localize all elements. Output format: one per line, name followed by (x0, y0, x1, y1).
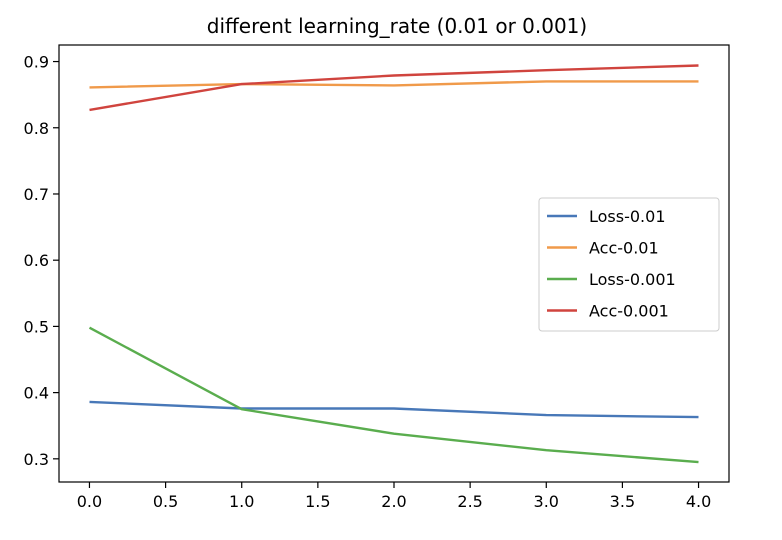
legend-label-loss-0-01: Loss-0.01 (589, 207, 666, 226)
legend-box (538, 197, 720, 332)
chart-title: different learning_rate (0.01 or 0.001) (207, 14, 587, 38)
y-axis: 0.3 0.4 0.5 0.6 0.7 0.8 0.9 (24, 53, 59, 469)
y-tick-label: 0.9 (24, 53, 49, 72)
y-tick-label: 0.7 (24, 185, 49, 204)
y-tick-label: 0.4 (24, 384, 49, 403)
x-tick-label: 3.0 (534, 492, 559, 511)
x-tick-label: 3.5 (610, 492, 635, 511)
x-tick-label: 1.0 (229, 492, 254, 511)
legend-label-loss-0-001: Loss-0.001 (589, 270, 676, 289)
y-tick-label: 0.6 (24, 251, 49, 270)
series-line-acc-0-01 (89, 80, 699, 89)
x-tick-label: 2.5 (457, 492, 482, 511)
series-line-acc-0-001 (89, 64, 699, 112)
series-line-loss-0-01 (89, 400, 699, 419)
series-layer (88, 64, 699, 464)
x-tick-label: 1.5 (305, 492, 330, 511)
x-tick-label: 4.0 (686, 492, 711, 511)
y-tick-label: 0.8 (24, 119, 49, 138)
legend-label-acc-0-001: Acc-0.001 (589, 302, 669, 321)
x-tick-label: 2.0 (381, 492, 406, 511)
legend-label-acc-0-01: Acc-0.01 (589, 239, 659, 258)
legend: Loss-0.01 Acc-0.01 Loss-0.001 Acc-0.001 (538, 197, 720, 332)
series-line-loss-0-001 (88, 326, 699, 464)
x-axis: 0.0 0.5 1.0 1.5 2.0 2.5 3.0 3.5 4.0 (77, 482, 711, 511)
x-tick-label: 0.5 (153, 492, 178, 511)
y-tick-label: 0.3 (24, 450, 49, 469)
x-tick-label: 0.0 (77, 492, 102, 511)
y-tick-label: 0.5 (24, 317, 49, 336)
